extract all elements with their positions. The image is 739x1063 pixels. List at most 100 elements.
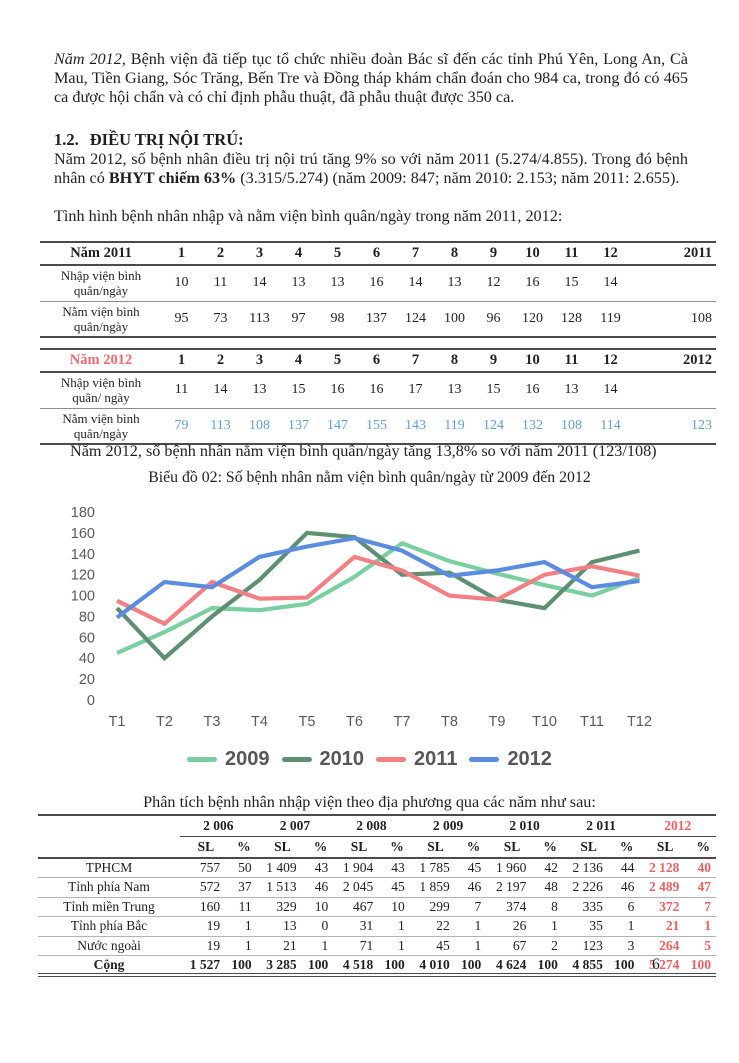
year-label: Năm 2012: [40, 349, 162, 373]
legend-item-2012: 2012: [469, 748, 552, 771]
x-axis-tick: T6: [346, 714, 363, 730]
percent-header: %: [610, 836, 640, 859]
percent-value: 40: [687, 858, 716, 878]
percent-value: 46: [610, 877, 640, 898]
year-header: 2 009: [409, 815, 487, 837]
percent-value: 47: [687, 877, 716, 898]
table-cell: 119: [435, 408, 474, 446]
sl-value: 264: [639, 936, 688, 956]
table-cell: 113: [240, 301, 279, 339]
sl-value: 1 527: [180, 955, 229, 977]
year-header: 2012: [639, 815, 716, 837]
percent-value: 10: [381, 897, 410, 917]
legend-label: 2009: [225, 748, 270, 770]
percent-header: %: [457, 836, 487, 859]
y-axis-tick: 0: [87, 693, 95, 709]
table-row: Nằm viện bình quân/ngày 95 73 113 97 98 137 124…: [40, 301, 716, 339]
percent-value: 3: [610, 936, 640, 956]
table-cell: 147: [318, 408, 357, 446]
table-cell: 100: [435, 301, 474, 339]
table-row: Nhập viện bình quân/ngày 10 11 14 13 13 16 14 13…: [40, 265, 716, 302]
sl-value: 31: [333, 916, 382, 937]
percent-value: 100: [304, 955, 334, 977]
percent-value: 43: [381, 858, 410, 878]
section-heading: 1.2. ĐIỀU TRỊ NỘI TRÚ:: [54, 130, 244, 150]
x-axis-tick: T7: [394, 714, 411, 730]
month-header: 11: [552, 242, 591, 266]
month-header: 7: [396, 349, 435, 373]
month-header: 8: [435, 349, 474, 373]
chart-caption: Biểu đồ 02: Số bệnh nhân nằm viện bình q…: [148, 469, 591, 486]
x-axis-tick: T8: [441, 714, 458, 730]
percent-value: 45: [457, 858, 487, 878]
percent-value: 100: [457, 955, 487, 977]
chart-legend: 2009 2010 2011 2012: [0, 748, 739, 771]
month-header: 5: [318, 349, 357, 373]
legend-label: 2011: [414, 748, 458, 770]
sl-value: 3 285: [256, 955, 305, 977]
table-cell: 14: [240, 265, 279, 302]
sl-value: 13: [256, 916, 305, 937]
percent-value: 5: [687, 936, 716, 956]
month-header: 2: [201, 349, 240, 373]
table-cell: 123: [630, 408, 716, 446]
tables-intro-line: Tình hình bệnh nhân nhập và nằm viện bìn…: [54, 207, 563, 225]
percent-value: 8: [534, 897, 563, 917]
percent-value: 1: [228, 916, 257, 937]
percent-value: 100: [687, 955, 716, 977]
table-cell: 15: [552, 265, 591, 302]
year-header: 2 007: [256, 815, 334, 837]
sl-value: 4 624: [486, 955, 535, 977]
month-header: 1: [162, 349, 201, 373]
sl-value: 467: [333, 897, 382, 917]
series-2009-line: [116, 540, 641, 655]
x-axis-tick: T3: [204, 714, 221, 730]
table-cell: 17: [396, 372, 435, 409]
bhyt-bold-text: BHYT chiếm 63%: [108, 168, 237, 187]
row-label: Nhập viện bình quân/ ngày: [40, 372, 162, 409]
sl-header: SL: [180, 836, 229, 859]
table-cell: 15: [279, 372, 318, 409]
sl-value: 4 010: [409, 955, 458, 977]
row-label: Nhập viện bình quân/ngày: [40, 265, 162, 302]
paragraph-body: Bệnh viện đã tiếp tục tổ chức nhiều đoàn…: [54, 50, 688, 106]
legend-item-2009: 2009: [187, 748, 270, 771]
table-cell: 11: [162, 372, 201, 409]
percent-value: 43: [304, 858, 334, 878]
year-label: Năm 2011: [40, 242, 162, 266]
sl-value: 372: [639, 897, 688, 917]
sl-header: SL: [409, 836, 458, 859]
table-header-row: Năm 2011 1 2 3 4 5 6 7 8 9 10 11 12 2011: [40, 242, 716, 266]
month-header: 3: [240, 242, 279, 266]
sl-value: 21: [639, 916, 688, 937]
percent-value: 1: [457, 916, 487, 937]
sl-value: 1 409: [256, 858, 305, 878]
sl-value: 1 960: [486, 858, 535, 878]
table-cell: 155: [357, 408, 396, 446]
series-2011-line: [116, 554, 640, 627]
region-subheader-row: SL% SL% SL% SL% SL% SL% SL%: [38, 836, 716, 859]
table-cell: 14: [591, 372, 630, 409]
month-header: 10: [513, 242, 552, 266]
percent-value: 46: [457, 877, 487, 898]
month-header: 11: [552, 349, 591, 373]
table-cell: 108: [630, 301, 716, 339]
month-header: 1: [162, 242, 201, 266]
percent-header: %: [228, 836, 257, 859]
sl-value: 1 859: [409, 877, 458, 898]
sl-header: SL: [486, 836, 535, 859]
percent-value: 7: [457, 897, 487, 917]
table-cell: 13: [435, 265, 474, 302]
table-cell: 128: [552, 301, 591, 339]
month-header: 2: [201, 242, 240, 266]
region-row: Cộng 1 527 100 3 285 100 4 518 100 4 010 100 4 62…: [38, 955, 716, 977]
sl-value: 45: [409, 936, 458, 956]
month-header: 4: [279, 242, 318, 266]
paragraph-medical-missions: Năm 2012, Bệnh viện đã tiếp tục tổ chức …: [54, 50, 688, 106]
y-axis-tick: 80: [79, 609, 95, 625]
percent-value: 48: [534, 877, 563, 898]
y-axis-tick: 160: [71, 526, 95, 542]
table-cell: 97: [279, 301, 318, 339]
x-axis-tick: T1: [109, 714, 126, 730]
series-2012-line: [115, 535, 640, 620]
